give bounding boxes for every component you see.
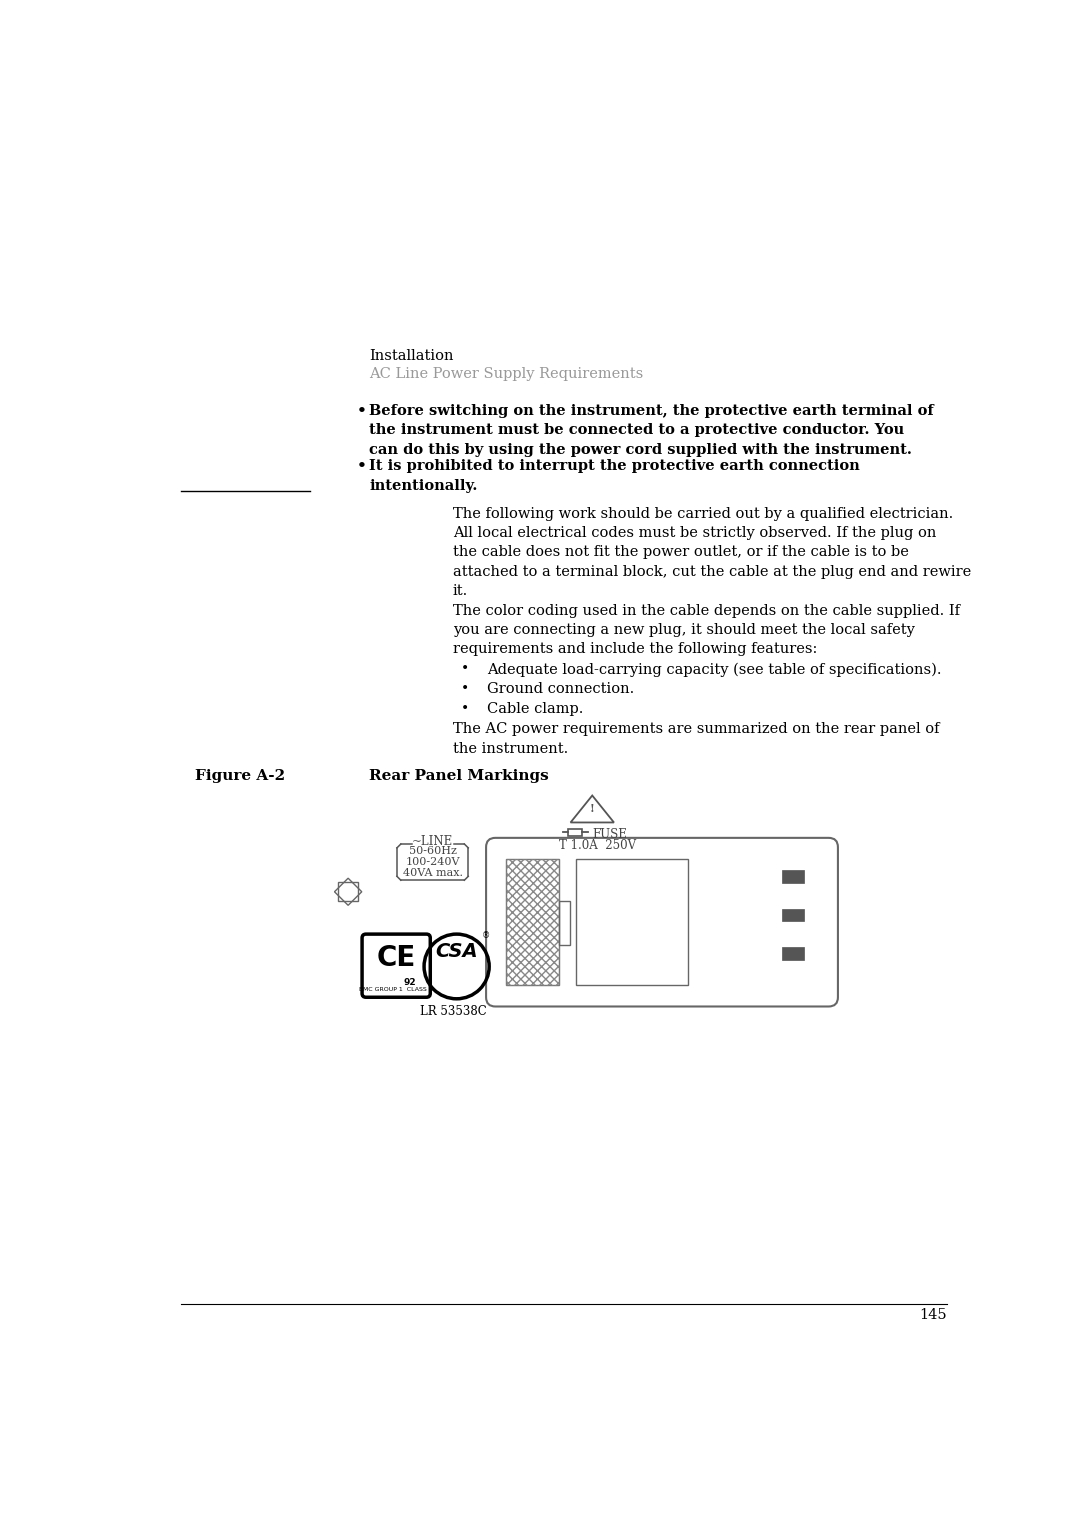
Text: •: • [460,703,469,717]
Text: !: ! [590,804,595,814]
Text: CSA: CSA [435,941,478,961]
Text: ~LINE: ~LINE [411,834,454,848]
Text: Ground connection.: Ground connection. [487,683,634,697]
Text: The following work should be carried out by a qualified electrician.
All local e: The following work should be carried out… [453,507,971,597]
Text: ®: ® [482,931,490,940]
Text: 92: 92 [403,978,416,987]
Text: Before switching on the instrument, the protective earth terminal of
the instrum: Before switching on the instrument, the … [369,403,934,457]
Text: 50-60Hz: 50-60Hz [408,847,457,856]
Bar [507,859,559,986]
Text: The AC power requirements are summarized on the rear panel of
the instrument.: The AC power requirements are summarized… [453,723,940,756]
Text: The color coding used in the cable depends on the cable supplied. If
you are con: The color coding used in the cable depen… [453,604,960,657]
Text: •: • [460,683,469,697]
Text: •: • [460,662,469,677]
Bar [782,947,804,960]
Text: Rear Panel Markings: Rear Panel Markings [369,769,549,782]
Text: It is prohibited to interrupt the protective earth connection
intentionally.: It is prohibited to interrupt the protec… [369,458,860,492]
Text: Figure A-2: Figure A-2 [194,769,285,782]
Text: 145: 145 [919,1308,947,1322]
Text: Cable clamp.: Cable clamp. [487,703,583,717]
Text: EMC GROUP 1  CLASS B: EMC GROUP 1 CLASS B [360,987,433,992]
Text: •: • [356,403,366,417]
Bar [782,909,804,921]
Text: Adequate load-carrying capacity (see table of specifications).: Adequate load-carrying capacity (see tab… [487,662,942,677]
Bar [576,859,688,986]
Text: •: • [356,458,366,474]
Text: CE: CE [377,944,416,972]
Text: T 1.0A  250V: T 1.0A 250V [559,839,636,853]
Text: Installation: Installation [369,348,454,364]
Text: LR 53538C: LR 53538C [420,1005,487,1018]
Text: FUSE: FUSE [592,828,627,840]
Text: 40VA max.: 40VA max. [403,868,462,879]
Bar [568,828,582,836]
Text: 100-240V: 100-240V [405,857,460,866]
Bar [559,902,570,944]
Text: AC Line Power Supply Requirements: AC Line Power Supply Requirements [369,367,644,380]
Bar [507,859,559,986]
Bar [782,871,804,883]
